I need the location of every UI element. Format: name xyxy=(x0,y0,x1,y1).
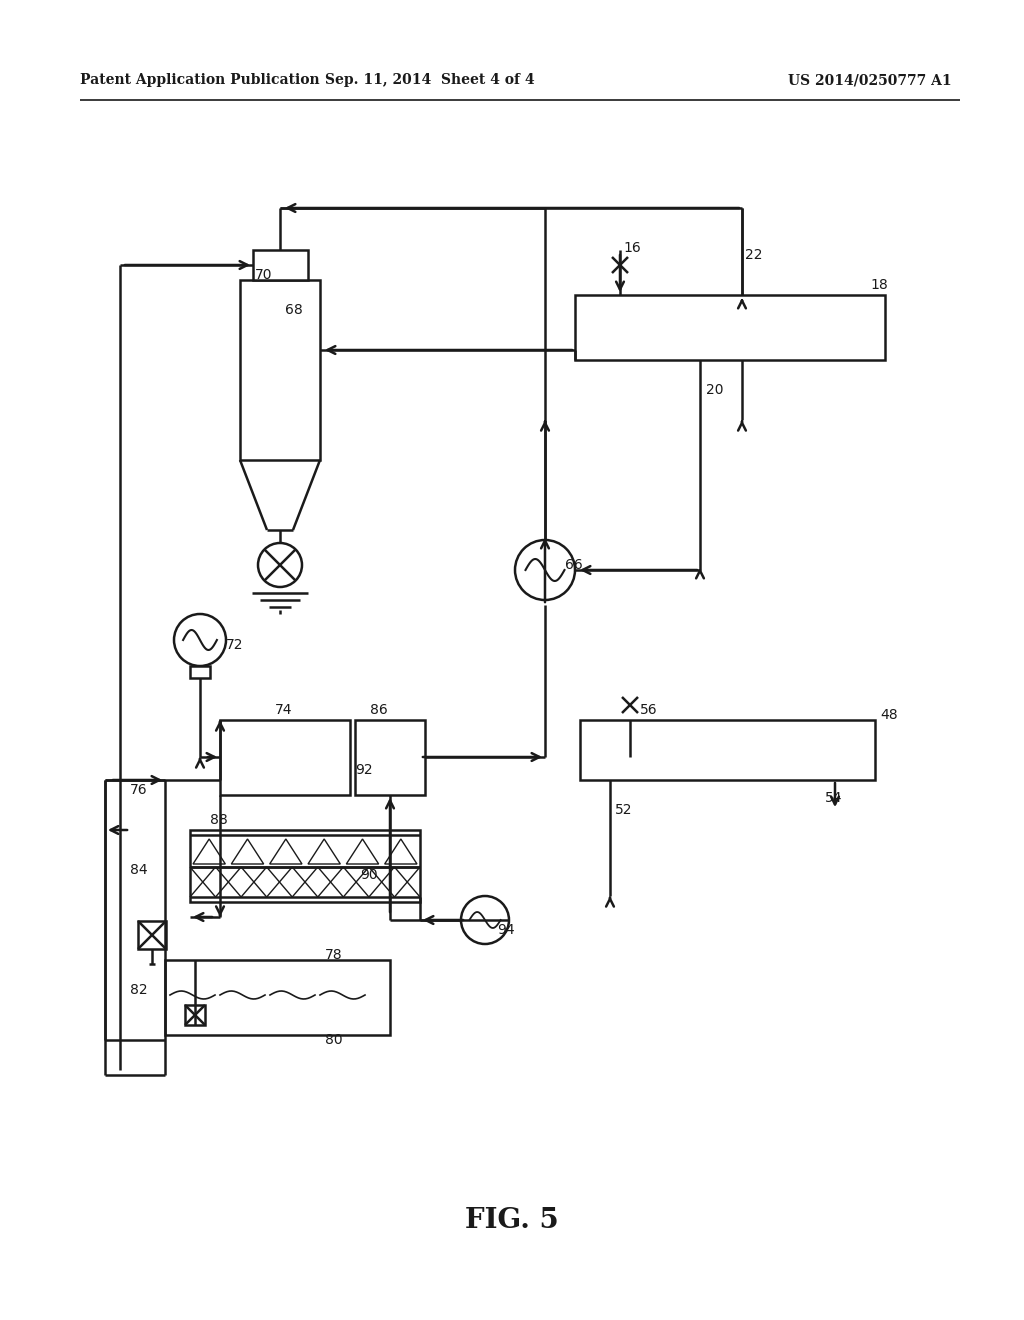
Text: 20: 20 xyxy=(706,383,724,397)
Bar xyxy=(580,719,874,780)
Text: US 2014/0250777 A1: US 2014/0250777 A1 xyxy=(788,73,952,87)
Text: 68: 68 xyxy=(285,304,303,317)
Bar xyxy=(185,1005,205,1026)
Bar xyxy=(253,249,308,280)
Text: 92: 92 xyxy=(355,763,373,777)
Text: 54: 54 xyxy=(825,791,843,805)
Text: Patent Application Publication: Patent Application Publication xyxy=(80,73,319,87)
Text: 94: 94 xyxy=(497,923,515,937)
Text: 80: 80 xyxy=(325,1034,343,1047)
Bar xyxy=(190,830,420,902)
Text: 52: 52 xyxy=(615,803,633,817)
Text: 74: 74 xyxy=(275,704,293,717)
Bar xyxy=(240,280,319,459)
Text: 22: 22 xyxy=(745,248,763,261)
Text: Sep. 11, 2014  Sheet 4 of 4: Sep. 11, 2014 Sheet 4 of 4 xyxy=(326,73,535,87)
Text: 84: 84 xyxy=(130,863,147,876)
Text: 76: 76 xyxy=(130,783,147,797)
Text: 16: 16 xyxy=(623,242,641,255)
Text: 82: 82 xyxy=(130,983,147,997)
Text: 66: 66 xyxy=(565,558,583,572)
Text: 48: 48 xyxy=(880,708,898,722)
Text: 86: 86 xyxy=(370,704,388,717)
Text: 56: 56 xyxy=(640,704,657,717)
Text: 88: 88 xyxy=(210,813,227,828)
Bar xyxy=(138,921,166,949)
Text: FIG. 5: FIG. 5 xyxy=(465,1206,559,1233)
Bar xyxy=(190,667,210,678)
Bar xyxy=(220,719,350,795)
Text: 72: 72 xyxy=(226,638,244,652)
Text: 90: 90 xyxy=(360,869,378,882)
Text: 18: 18 xyxy=(870,279,888,292)
Bar xyxy=(355,719,425,795)
Bar xyxy=(165,960,390,1035)
Text: 78: 78 xyxy=(325,948,343,962)
Bar xyxy=(575,294,885,360)
Text: 70: 70 xyxy=(255,268,272,282)
